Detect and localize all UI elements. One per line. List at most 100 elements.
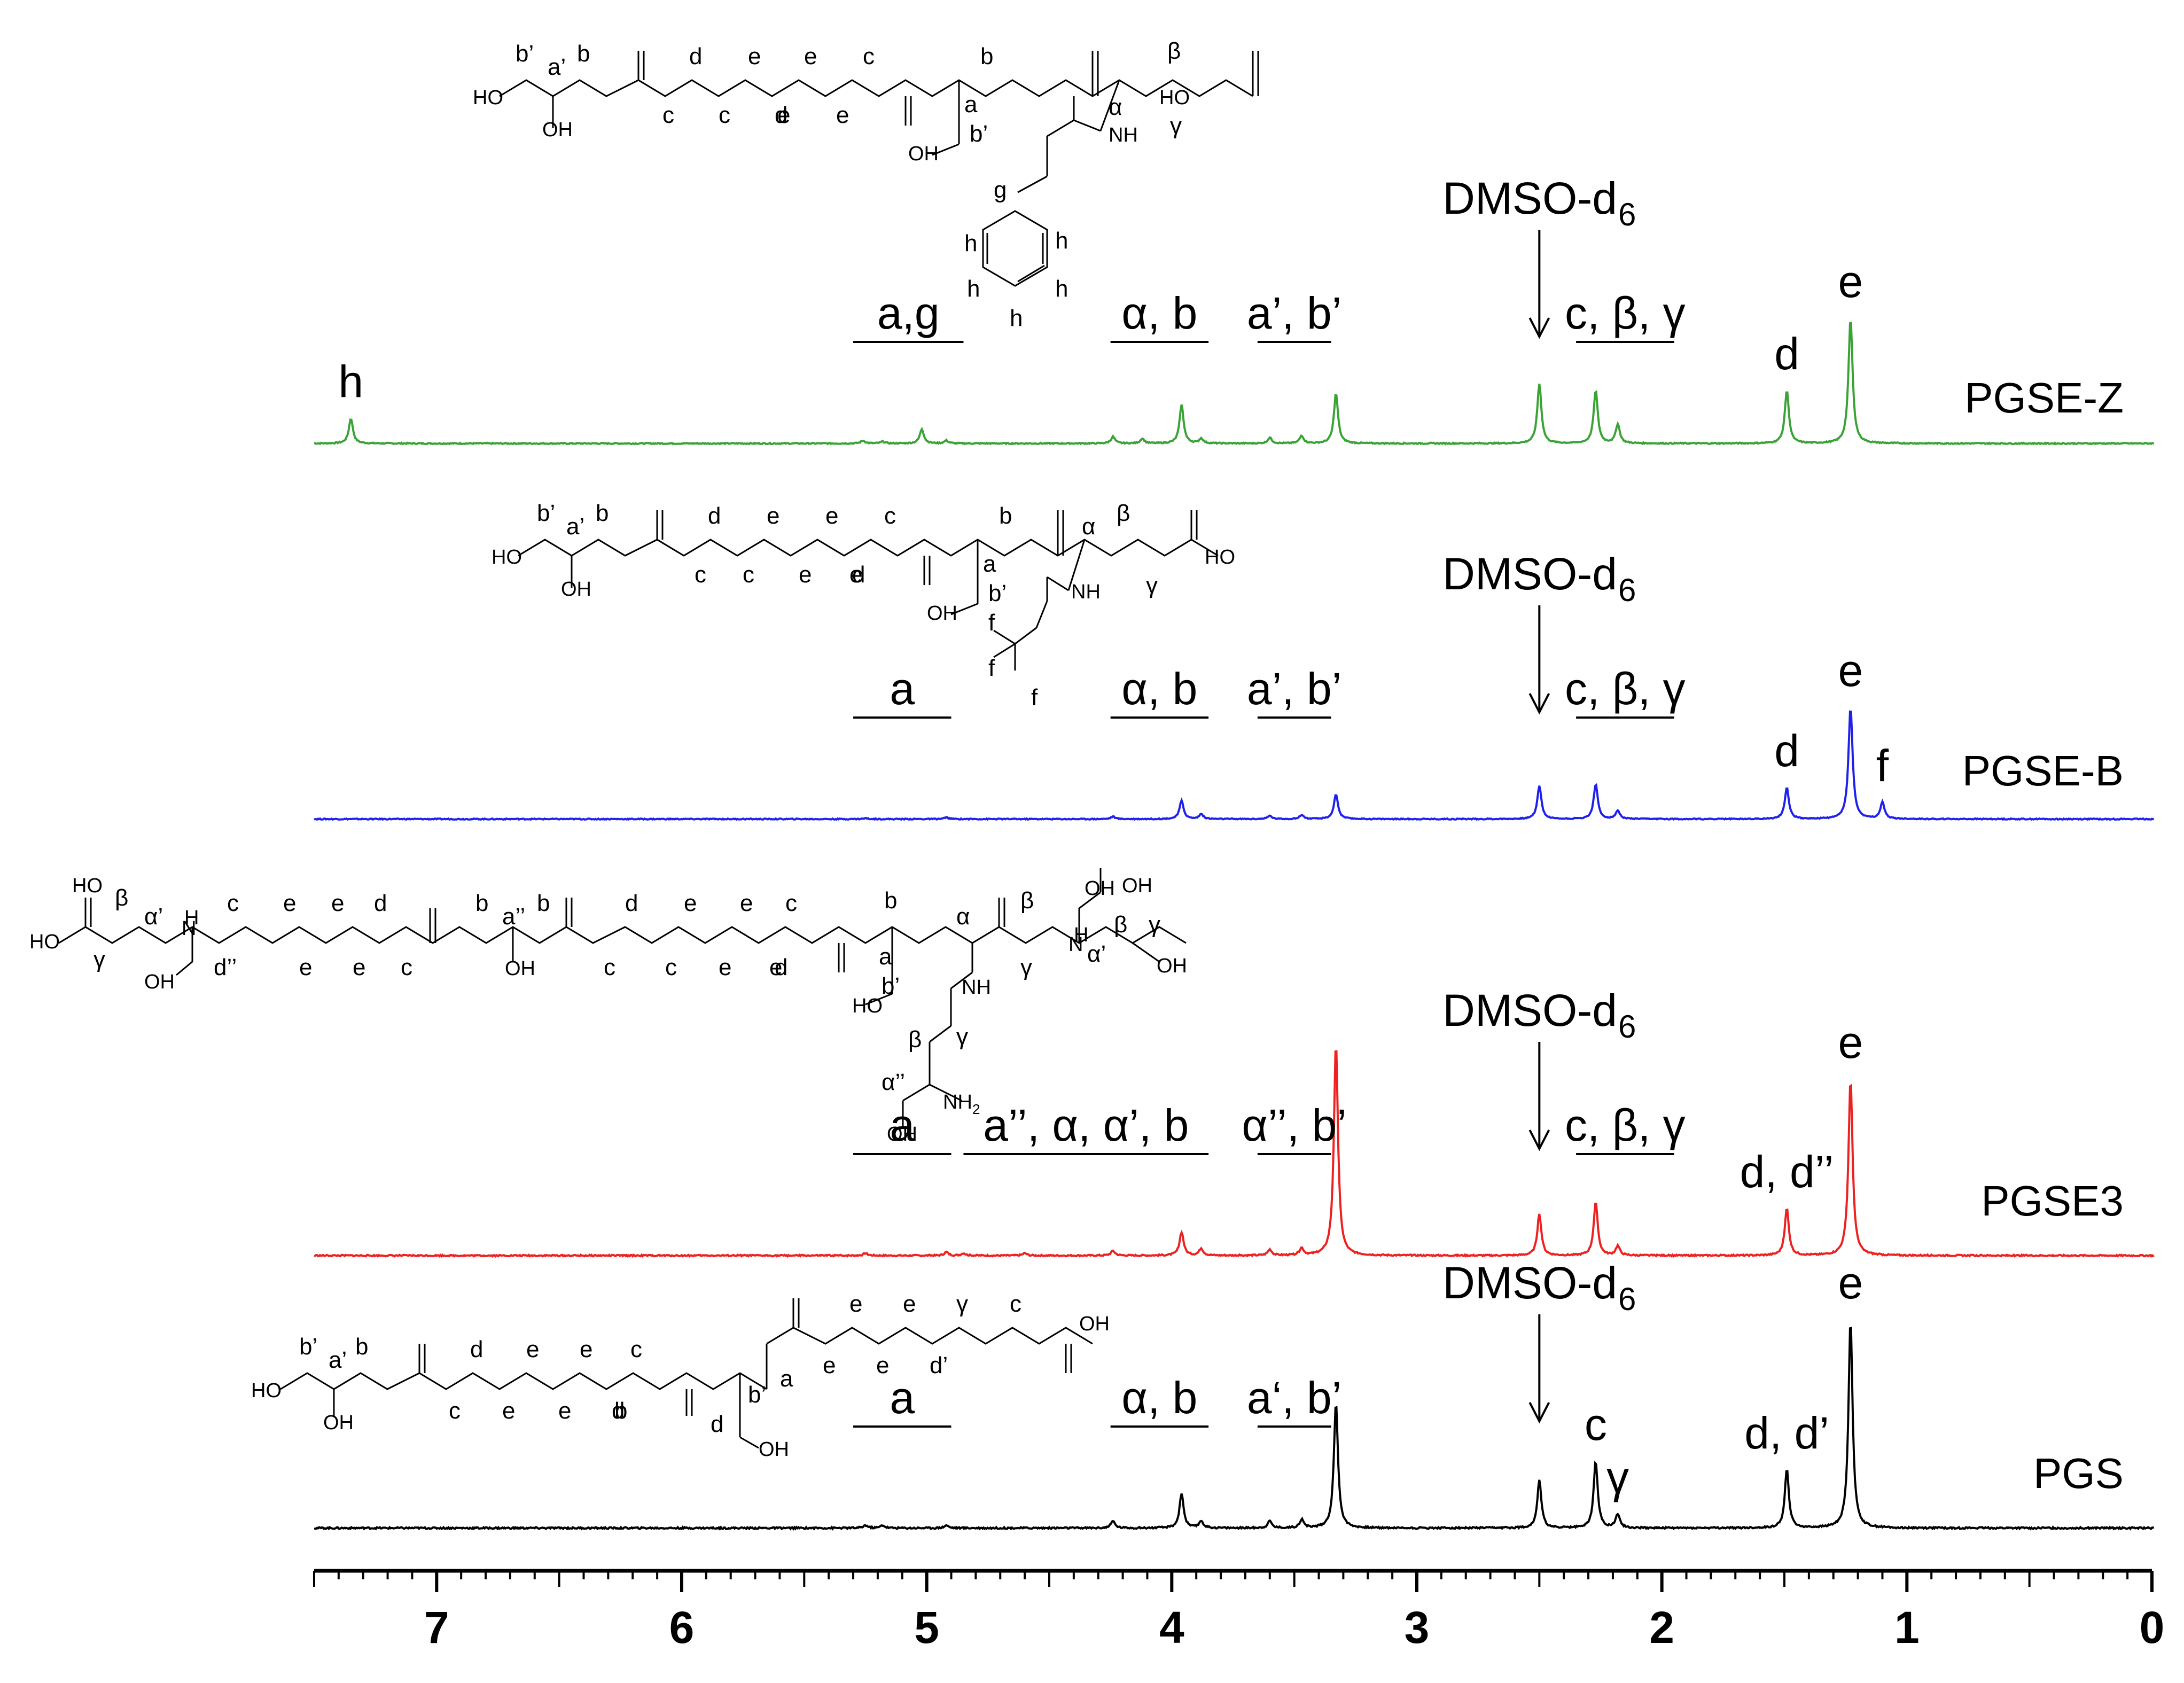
svg-text:d: d [470, 1336, 483, 1362]
annotation-pgs-3-arrowhead [1528, 1402, 1550, 1424]
svg-text:β: β [1114, 911, 1127, 938]
svg-text:NH: NH [1109, 124, 1138, 146]
svg-text:c: c [662, 102, 674, 128]
structure-pgse3 [58, 868, 1187, 1127]
svg-text:e: e [580, 1336, 592, 1362]
annotation-pgse3-5: d, d’’ [1740, 1147, 1834, 1197]
svg-text:h: h [964, 230, 977, 256]
svg-text:b: b [980, 43, 993, 69]
annotation-pgse-b-6: e [1838, 645, 1863, 696]
svg-text:e: e [836, 102, 849, 128]
svg-text:c: c [449, 1398, 461, 1424]
structure-pgse3-labels: HO OH OH HO OH OH OH HO OH β α’ N H γ c … [29, 875, 1187, 1146]
x-tick-label-2: 2 [1649, 1602, 1674, 1653]
x-axis: 7 6 5 4 3 2 1 0 [313, 1569, 2164, 1653]
structure-pgse-b [518, 510, 1219, 671]
svg-text:e: e [876, 1352, 889, 1378]
svg-text:d: d [625, 890, 638, 916]
spectrum-label-pgse3: PGSE3 [1981, 1177, 2124, 1225]
svg-text:d: d [374, 890, 387, 916]
svg-text:α: α [956, 903, 970, 930]
annotation-pgse-b-2: a’, b’ [1247, 664, 1341, 714]
svg-text:b’: b’ [299, 1334, 317, 1360]
svg-text:c: c [604, 954, 615, 980]
annotation-pgse3-3-arrowhead [1528, 1129, 1550, 1151]
svg-text:β: β [1167, 38, 1181, 64]
svg-text:e: e [502, 1398, 515, 1424]
svg-text:b’: b’ [970, 121, 988, 147]
svg-text:α’: α’ [1087, 941, 1106, 967]
annotation-pgse3-3: DMSO-d6 [1442, 985, 1636, 1045]
annotation-pgse-b-3: DMSO-d6 [1442, 549, 1636, 608]
svg-text:c: c [743, 562, 754, 588]
annotation-pgse-b-4: c, β, γ [1565, 664, 1686, 714]
svg-text:γ: γ [1170, 113, 1182, 139]
annotation-pgs-4: c [1585, 1399, 1607, 1450]
svg-text:d: d [775, 954, 787, 980]
svg-text:b: b [884, 887, 897, 914]
svg-text:f: f [988, 655, 995, 681]
svg-text:c: c [401, 954, 412, 980]
svg-text:α’: α’ [144, 903, 163, 930]
svg-text:b: b [537, 890, 550, 916]
x-tick-label-5: 5 [914, 1602, 939, 1653]
svg-text:b’: b’ [748, 1382, 766, 1408]
svg-text:e: e [740, 890, 753, 916]
annotation-pgs-7: e [1838, 1258, 1863, 1308]
structure-pgs [280, 1298, 1093, 1449]
svg-text:γ: γ [1149, 911, 1160, 938]
svg-text:e: e [748, 43, 761, 69]
svg-text:d: d [689, 43, 702, 69]
annotation-pgs-6: d, d’ [1744, 1408, 1829, 1458]
annotation-pgse-z-5: c, β, γ [1565, 288, 1686, 338]
svg-text:N: N [182, 917, 196, 940]
svg-text:e: e [823, 1352, 836, 1378]
svg-text:c: c [227, 890, 239, 916]
svg-text:e: e [799, 562, 812, 588]
svg-text:HO: HO [29, 931, 60, 953]
svg-text:f: f [1031, 684, 1038, 711]
svg-text:c: c [719, 102, 730, 128]
svg-text:a: a [964, 91, 978, 118]
spectrum-label-pgse-z: PGSE-Z [1964, 374, 2124, 422]
svg-text:e: e [719, 954, 731, 980]
svg-text:γ: γ [1020, 954, 1032, 980]
svg-text:d: d [711, 1411, 723, 1437]
spectrum-line-pgse-z [314, 321, 2155, 446]
svg-text:c: c [665, 954, 677, 980]
annotation-pgse-z-4-arrowhead [1528, 317, 1550, 339]
svg-text:a’: a’ [566, 513, 584, 540]
svg-text:f: f [988, 610, 995, 636]
spectrum-line-pgse-b [314, 710, 2154, 821]
svg-text:h: h [1010, 305, 1023, 331]
spectrum-line-pgs [314, 1327, 2154, 1531]
annotation-pgse-b-5: d [1774, 726, 1799, 776]
svg-text:d: d [775, 102, 787, 128]
svg-text:c: c [630, 1336, 642, 1362]
svg-text:e: e [767, 503, 779, 529]
annotation-pgse-b-3-arrowhead [1528, 693, 1550, 715]
svg-text:γ: γ [93, 946, 105, 972]
svg-text:β: β [1020, 887, 1034, 914]
svg-text:OH: OH [505, 957, 535, 980]
svg-text:a: a [879, 944, 892, 970]
svg-text:β: β [115, 885, 128, 911]
svg-text:c: c [1010, 1291, 1021, 1317]
svg-text:b: b [475, 890, 488, 916]
svg-text:OH: OH [1122, 875, 1152, 897]
svg-text:HO: HO [72, 875, 103, 897]
svg-text:e: e [769, 954, 782, 980]
svg-text:e: e [825, 503, 838, 529]
spectrum-label-pgse-b: PGSE-B [1962, 747, 2124, 794]
annotation-pgse-z-1: a,g [877, 288, 940, 338]
x-tick-label-3: 3 [1405, 1602, 1430, 1653]
svg-text:NH: NH [943, 1091, 972, 1113]
svg-text:α: α [1082, 513, 1095, 540]
svg-text:b: b [614, 1398, 627, 1424]
x-tick-label-6: 6 [669, 1602, 695, 1653]
svg-text:H: H [1074, 924, 1088, 946]
svg-text:OH: OH [759, 1438, 789, 1461]
svg-text:β: β [1117, 500, 1130, 526]
svg-text:OH: OH [542, 119, 573, 141]
